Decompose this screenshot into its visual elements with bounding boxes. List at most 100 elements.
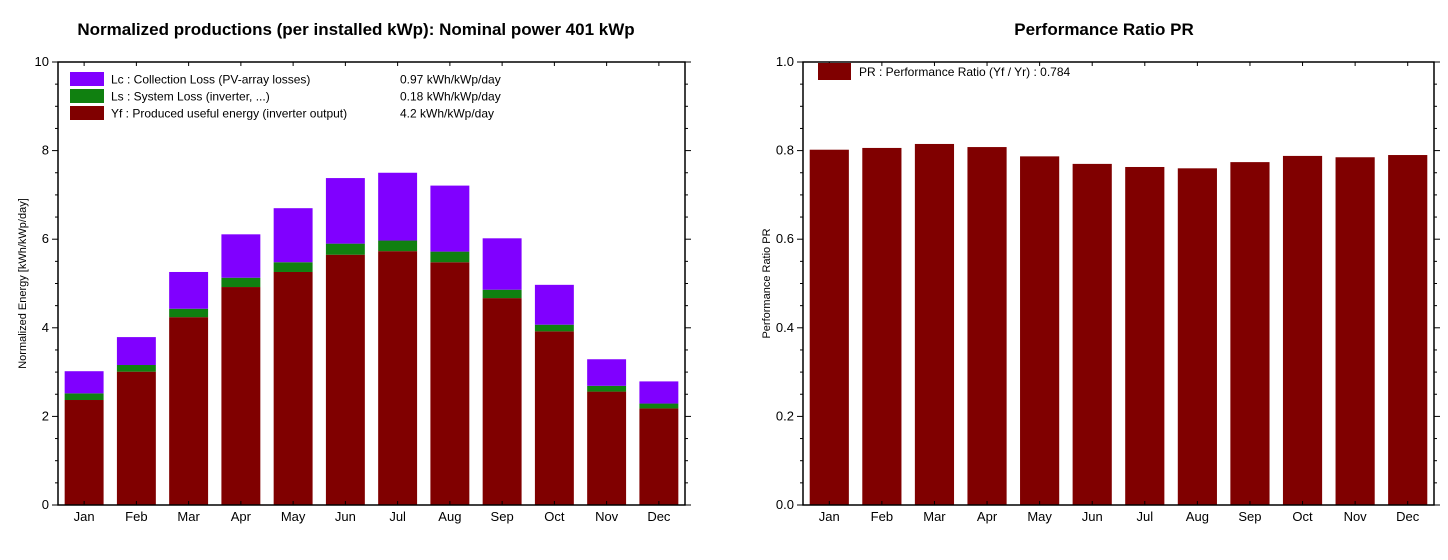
x-tick-label: Nov	[1344, 509, 1368, 524]
bar-pr-sep	[1230, 162, 1270, 505]
y-tick-label: 8	[42, 143, 49, 158]
x-tick-label: Mar	[923, 509, 946, 524]
x-tick-label: Jan	[74, 509, 95, 524]
bar-yf-oct	[534, 331, 574, 505]
y-tick-label: 0.2	[776, 408, 794, 423]
x-tick-label: Feb	[125, 509, 147, 524]
bar-yf-aug	[430, 262, 470, 505]
bar-pr-jul	[1125, 166, 1165, 506]
y-tick-label: 0.4	[776, 320, 794, 335]
y-tick-label: 4	[42, 320, 49, 335]
bar-lc-dec	[639, 381, 679, 404]
bar-lc-jan	[64, 371, 104, 394]
x-tick-label: Nov	[595, 509, 619, 524]
x-tick-label: Jul	[389, 509, 406, 524]
bar-ls-mar	[169, 308, 209, 318]
bar-ls-sep	[482, 289, 522, 299]
bar-ls-nov	[587, 385, 627, 392]
x-tick-label: Sep	[491, 509, 514, 524]
legend-swatch-ls	[70, 89, 104, 103]
x-tick-label: Apr	[231, 509, 252, 524]
y-tick-label: 0	[42, 497, 49, 512]
bar-lc-sep	[482, 238, 522, 290]
bar-ls-apr	[221, 277, 261, 288]
x-tick-label: Dec	[1396, 509, 1420, 524]
x-tick-label: Aug	[1186, 509, 1209, 524]
y-tick-label: 1.0	[776, 54, 794, 69]
bar-ls-jul	[378, 240, 418, 252]
bar-yf-jan	[64, 400, 104, 505]
bar-lc-oct	[534, 284, 574, 325]
x-tick-label: May	[281, 509, 306, 524]
bar-pr-may	[1020, 156, 1060, 506]
x-tick-label: Apr	[977, 509, 998, 524]
legend-label-yf: Yf : Produced useful energy (inverter ou…	[111, 107, 347, 121]
bar-lc-aug	[430, 185, 470, 252]
bar-ls-oct	[534, 324, 574, 332]
x-tick-label: Aug	[438, 509, 461, 524]
legend-value-yf: 4.2 kWh/kWp/day	[400, 107, 494, 121]
bar-yf-jul	[378, 251, 418, 505]
y-axis-label: Normalized Energy [kWh/kWp/day]	[17, 198, 29, 369]
bar-yf-sep	[482, 298, 522, 505]
legend-label-pr: PR : Performance Ratio (Yf / Yr) : 0.784	[859, 65, 1071, 79]
bar-lc-jun	[325, 178, 365, 244]
legend-label-lc: Lc : Collection Loss (PV-array losses)	[111, 73, 310, 87]
bar-lc-jul	[378, 172, 418, 241]
legend-swatch-yf	[70, 106, 104, 120]
bar-ls-dec	[639, 403, 679, 409]
legend-value-ls: 0.18 kWh/kWp/day	[400, 90, 501, 104]
bar-ls-jan	[64, 393, 104, 400]
bar-ls-may	[273, 262, 313, 272]
bar-yf-may	[273, 271, 313, 505]
bar-ls-aug	[430, 251, 470, 263]
bar-pr-dec	[1388, 155, 1428, 505]
bar-ls-feb	[116, 365, 156, 372]
bar-lc-may	[273, 208, 313, 263]
bar-ls-jun	[325, 243, 365, 255]
bar-lc-feb	[116, 337, 156, 366]
legend-swatch-pr	[818, 63, 851, 80]
bar-lc-mar	[169, 271, 209, 309]
legend-swatch-lc	[70, 72, 104, 86]
bar-lc-nov	[587, 359, 627, 386]
bar-pr-mar	[914, 143, 955, 505]
x-tick-label: Oct	[544, 509, 565, 524]
bar-yf-jun	[325, 254, 365, 505]
y-tick-label: 2	[42, 408, 49, 423]
y-tick-label: 0.0	[776, 497, 794, 512]
x-tick-label: Sep	[1238, 509, 1261, 524]
x-tick-label: Mar	[177, 509, 200, 524]
bar-pr-aug	[1177, 168, 1217, 505]
bar-yf-nov	[587, 391, 627, 505]
x-tick-label: Jan	[819, 509, 840, 524]
legend-value-lc: 0.97 kWh/kWp/day	[400, 73, 501, 87]
plot-frame	[802, 61, 1435, 506]
x-tick-label: Dec	[647, 509, 671, 524]
x-tick-label: Jul	[1136, 509, 1153, 524]
x-tick-label: Jun	[1082, 509, 1103, 524]
bar-pr-apr	[967, 147, 1007, 505]
x-tick-label: May	[1027, 509, 1052, 524]
bar-yf-mar	[169, 317, 209, 505]
x-tick-label: Jun	[335, 509, 356, 524]
bar-pr-jun	[1072, 163, 1112, 505]
chart-title: Performance Ratio PR	[1014, 20, 1194, 39]
plot-frame	[57, 61, 686, 506]
bar-yf-feb	[116, 371, 156, 505]
y-tick-label: 0.8	[776, 143, 794, 158]
bar-yf-dec	[639, 408, 679, 505]
chart-title: Normalized productions (per installed kW…	[77, 20, 634, 39]
y-axis-label: Performance Ratio PR	[761, 228, 773, 338]
legend-label-ls: Ls : System Loss (inverter, ...)	[111, 90, 270, 104]
bar-pr-feb	[862, 147, 902, 505]
y-tick-label: 10	[35, 54, 49, 69]
x-tick-label: Feb	[871, 509, 893, 524]
bar-pr-oct	[1282, 155, 1323, 506]
bar-yf-apr	[221, 287, 261, 505]
x-tick-label: Oct	[1292, 509, 1313, 524]
bar-pr-nov	[1335, 157, 1375, 505]
y-tick-label: 6	[42, 231, 49, 246]
